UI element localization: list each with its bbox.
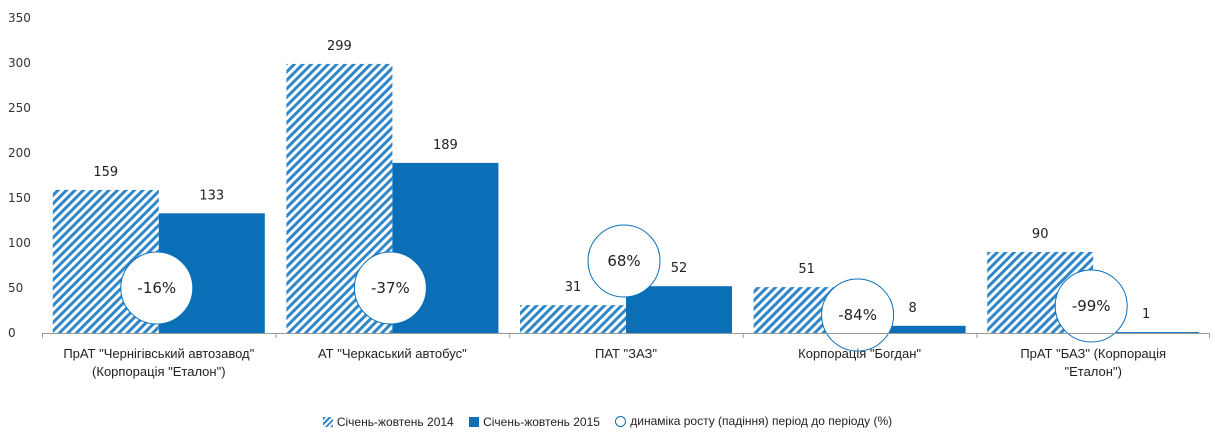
- legend-item-2014: Січень-жовтень 2014: [322, 414, 454, 429]
- category-label: АТ "Черкаський автобус": [318, 346, 467, 361]
- circle-marker-icon: [615, 415, 627, 427]
- dynamics-label: -16%: [137, 279, 176, 297]
- y-tick-label: 250: [8, 101, 31, 115]
- y-tick-label: 100: [8, 236, 31, 250]
- bar-2015: [626, 286, 732, 333]
- data-label-2014: 299: [327, 39, 352, 54]
- data-label-2015: 189: [433, 138, 458, 153]
- hatched-swatch-icon: [322, 416, 333, 427]
- dynamics-marker: [353, 251, 427, 325]
- category-label: ПАТ "ЗАЗ": [595, 346, 657, 361]
- dynamics-marker: [120, 251, 194, 325]
- legend-label-dynamics: динаміка росту (падіння) період до періо…: [630, 414, 893, 428]
- category-label: (Корпорація "Еталон"): [92, 364, 226, 379]
- y-tick-label: 300: [8, 56, 31, 70]
- dynamics-marker: [587, 224, 661, 298]
- data-label-2015: 133: [199, 188, 224, 203]
- y-tick-label: 150: [8, 191, 31, 205]
- x-axis: ПрАТ "Чернігівський автозавод" (Корпораці…: [42, 333, 1210, 379]
- solid-swatch-icon: [469, 416, 480, 427]
- y-tick-label: 200: [8, 146, 31, 160]
- dynamics-label: -37%: [371, 279, 410, 297]
- legend-item-2015: Січень-жовтень 2015: [469, 415, 600, 429]
- legend-item-dynamics: динаміка росту (падіння) період до періо…: [615, 414, 892, 428]
- dynamics-label: -84%: [838, 306, 877, 324]
- legend-label-2015: Січень-жовтень 2015: [483, 414, 600, 429]
- category-label: ПрАТ "БАЗ" (Корпорація: [1020, 346, 1166, 361]
- y-axis: 0 50 100 150 200 250 300 350: [8, 11, 31, 340]
- dynamics-label: -99%: [1072, 297, 1111, 315]
- bar-2015: [859, 325, 966, 333]
- data-label-2015: 1: [1142, 307, 1150, 322]
- y-tick-label: 0: [8, 326, 16, 340]
- bars: 159 133 -16% 299 189 -37% 31 52 68% 51 8 -84% 90 1 -99…: [52, 39, 1200, 352]
- y-tick-label: 350: [8, 11, 31, 25]
- data-label-2015: 8: [908, 301, 916, 316]
- category-label: ПрАТ "Чернігівський автозавод": [63, 346, 254, 361]
- y-tick-label: 50: [8, 281, 23, 295]
- bar-2015: [1093, 332, 1200, 333]
- bar-2014: [520, 305, 626, 333]
- data-label-2014: 159: [93, 165, 118, 180]
- data-label-2014: 90: [1032, 227, 1049, 242]
- data-label-2014: 31: [565, 280, 582, 295]
- bar-chart: 0 50 100 150 200 250 300 350 159 133 -16% 299 189 -3…: [8, 11, 1210, 379]
- dynamics-label: 68%: [607, 252, 640, 270]
- category-label: "Еталон"): [1064, 364, 1121, 379]
- data-label-2014: 51: [798, 262, 815, 277]
- category-label: Корпорація "Богдан": [798, 346, 921, 361]
- legend-label-2014: Січень-жовтень 2014: [336, 414, 454, 429]
- data-label-2015: 52: [671, 261, 688, 276]
- dynamics-marker: [1054, 269, 1128, 343]
- legend: Січень-жовтень 2014 Січень-жовтень 2015 …: [0, 414, 1215, 430]
